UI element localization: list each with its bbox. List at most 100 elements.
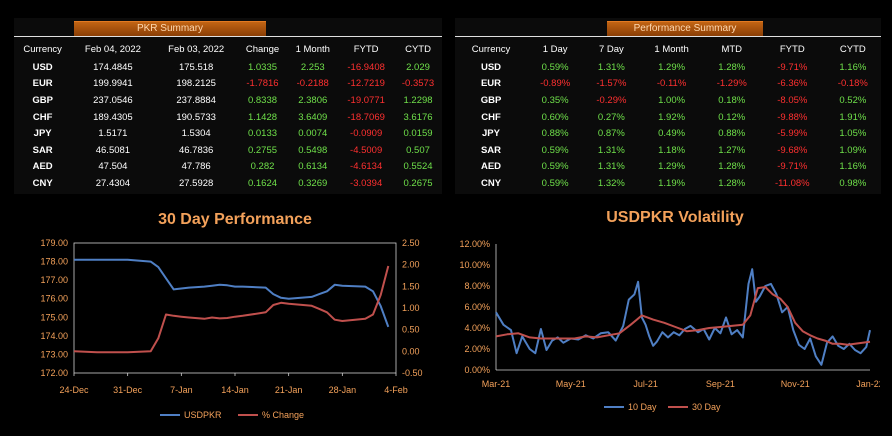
pkr-cell: 0.0133 bbox=[247, 128, 278, 140]
performance-summary-title: Performance Summary bbox=[607, 21, 763, 36]
pkr-cell: 0.0074 bbox=[298, 128, 328, 140]
perf-cell: 1.31% bbox=[597, 161, 625, 173]
pkr-cell: 27.4304 bbox=[95, 177, 131, 189]
perf-cell: 0.59% bbox=[541, 161, 569, 173]
y-left-tick-label: 179.00 bbox=[40, 238, 68, 248]
perf-cell: -9.71% bbox=[777, 61, 808, 73]
x-tick-label: Mar-21 bbox=[482, 379, 511, 389]
perf-cell: -9.88% bbox=[777, 111, 808, 123]
perf-cell: 0.59% bbox=[541, 144, 569, 156]
perf-cell: -8.05% bbox=[777, 94, 808, 106]
perf-cell: 1.28% bbox=[718, 61, 746, 73]
pkr-cell: 174.4845 bbox=[93, 61, 133, 73]
currency-code: CHF bbox=[481, 111, 501, 123]
y-right-tick-label: 2.50 bbox=[402, 238, 420, 248]
table-row: GBP 237.0546 237.8884 0.8338 2.3806 -19.0771 1… bbox=[14, 92, 442, 109]
pkr-cell: 46.7836 bbox=[178, 144, 214, 156]
perf-cell: 0.18% bbox=[718, 94, 746, 106]
volatility-line-chart: 0.00% 2.00% 4.00% 6.00% 8.00% 10.00% 12.00% Mar… bbox=[459, 239, 880, 412]
pkr-cell: 2.029 bbox=[406, 61, 430, 73]
x-tick-label: Jul-21 bbox=[633, 379, 658, 389]
perf-cell: 0.52% bbox=[839, 94, 867, 106]
pkr-cell: -3.0394 bbox=[350, 177, 383, 189]
table-row: EUR 199.9941 198.2125 -1.7816 -0.2188 -12.721… bbox=[14, 76, 442, 93]
performance-line-chart: 172.00 173.00 174.00 175.00 176.00 177.00 178.… bbox=[40, 238, 423, 420]
perf-cell: -6.36% bbox=[777, 78, 808, 90]
volatility-chart-title: USDPKR Volatility bbox=[606, 209, 744, 226]
x-tick-label: 7-Jan bbox=[170, 385, 193, 395]
pkr-cell: 47.786 bbox=[181, 161, 211, 173]
table-row: GBP 0.35% -0.29% 1.00% 0.18% -8.05% 0.52% bbox=[455, 92, 881, 109]
perf-cell: 0.87% bbox=[597, 128, 625, 140]
pkr-cell: -0.3573 bbox=[401, 78, 435, 90]
legend-thirty-day-label: 30 Day bbox=[692, 402, 721, 412]
perf-cell: 1.91% bbox=[839, 111, 867, 123]
perf-cell: -0.29% bbox=[596, 94, 627, 106]
performance-summary-table: Currency 1 Day 7 Day 1 Month MTD FYTD CYTD USD… bbox=[455, 40, 881, 192]
pkr-cell: 0.8338 bbox=[247, 94, 278, 106]
currency-code: JPY bbox=[33, 128, 52, 140]
pkr-cell: 3.6176 bbox=[403, 111, 433, 123]
pkr-cell: 3.6409 bbox=[298, 111, 328, 123]
y-tick-label: 4.00% bbox=[464, 323, 490, 333]
y-left-tick-label: 175.00 bbox=[40, 312, 68, 322]
usdpkr-series-line bbox=[74, 258, 390, 328]
y-left-tick-label: 178.00 bbox=[40, 257, 68, 267]
table-row: SAR 0.59% 1.31% 1.18% 1.27% -9.68% 1.09% bbox=[455, 142, 881, 159]
x-tick-label: Sep-21 bbox=[706, 379, 735, 389]
perf-cell: -0.89% bbox=[540, 78, 571, 90]
pkr-cell: 237.8884 bbox=[176, 94, 216, 106]
perf-cell: 1.28% bbox=[718, 177, 746, 189]
pkr-header-0: Currency bbox=[23, 44, 62, 55]
perf-cell: -1.57% bbox=[596, 78, 627, 90]
pkr-cell: 1.1428 bbox=[247, 111, 278, 123]
pkr-cell: -1.7816 bbox=[246, 78, 279, 90]
pkr-cell: 0.507 bbox=[406, 144, 430, 156]
currency-code: AED bbox=[480, 161, 502, 173]
perf-cell: 0.59% bbox=[541, 61, 569, 73]
x-tick-label: 21-Jan bbox=[275, 385, 303, 395]
pkr-cell: 46.5081 bbox=[95, 144, 131, 156]
y-right-tick-label: 0.50 bbox=[402, 325, 420, 335]
perf-cell: 0.35% bbox=[541, 94, 569, 106]
perf-cell: 0.59% bbox=[541, 177, 569, 189]
legend-usdpkr-label: USDPKR bbox=[184, 410, 222, 420]
pkr-cell: 0.5498 bbox=[298, 144, 328, 156]
pkr-cell: 175.518 bbox=[178, 61, 214, 73]
currency-code: AED bbox=[32, 161, 53, 173]
legend-ten-day-label: 10 Day bbox=[628, 402, 657, 412]
perf-cell: -9.71% bbox=[777, 161, 808, 173]
pkr-summary-title: PKR Summary bbox=[74, 21, 266, 36]
y-left-tick-label: 172.00 bbox=[40, 368, 68, 378]
y-left-tick-label: 173.00 bbox=[40, 349, 68, 359]
y-right-tick-label: 2.00 bbox=[402, 260, 420, 270]
perf-header-4: MTD bbox=[721, 44, 743, 55]
pkr-summary-divider bbox=[14, 36, 442, 37]
y-left-tick-label: 177.00 bbox=[40, 275, 68, 285]
perf-cell: -5.99% bbox=[777, 128, 808, 140]
pkr-cell: 47.504 bbox=[98, 161, 128, 173]
y-tick-label: 12.00% bbox=[459, 239, 490, 249]
table-row: JPY 1.5171 1.5304 0.0133 0.0074 -0.0909 0.0159 bbox=[14, 125, 442, 142]
currency-code: SAR bbox=[32, 144, 53, 156]
pkr-cell: 237.0546 bbox=[93, 94, 133, 106]
x-tick-label: 4-Feb bbox=[384, 385, 408, 395]
x-tick-label: 28-Jan bbox=[329, 385, 357, 395]
pkr-cell: 189.4305 bbox=[93, 111, 133, 123]
perf-cell: 1.00% bbox=[658, 94, 686, 106]
perf-cell: 1.09% bbox=[839, 144, 867, 156]
pkr-cell: 1.2298 bbox=[403, 94, 433, 106]
y-right-tick-label: -0.50 bbox=[402, 368, 423, 378]
table-row: EUR -0.89% -1.57% -0.11% -1.29% -6.36% -0.18% bbox=[455, 76, 881, 93]
perf-cell: 1.18% bbox=[658, 144, 686, 156]
pkr-cell: -16.9408 bbox=[347, 61, 385, 73]
currency-code: GBP bbox=[32, 94, 53, 106]
perf-header-2: 7 Day bbox=[598, 44, 624, 55]
y-right-tick-label: 0.00 bbox=[402, 346, 420, 356]
pkr-cell: -0.0909 bbox=[350, 128, 383, 140]
perf-cell: 0.98% bbox=[839, 177, 867, 189]
perf-cell: 1.31% bbox=[597, 61, 625, 73]
y-right-tick-label: 1.00 bbox=[402, 303, 420, 313]
pkr-cell: -4.6134 bbox=[350, 161, 383, 173]
perf-header-5: FYTD bbox=[779, 44, 805, 55]
